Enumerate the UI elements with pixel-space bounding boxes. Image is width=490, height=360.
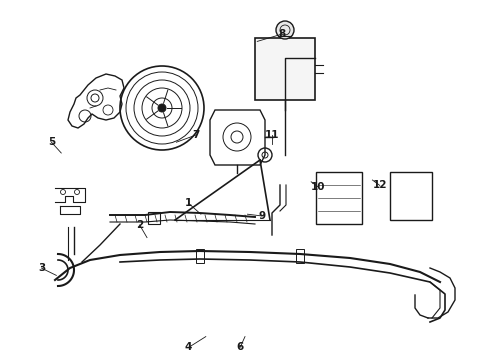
Text: 3: 3 (38, 263, 45, 273)
Text: 10: 10 (311, 182, 326, 192)
FancyBboxPatch shape (255, 38, 315, 100)
Text: 1: 1 (185, 198, 192, 208)
Text: 8: 8 (278, 29, 285, 39)
Text: 9: 9 (259, 211, 266, 221)
Text: 4: 4 (185, 342, 193, 352)
Text: 12: 12 (372, 180, 387, 190)
Text: 5: 5 (48, 137, 55, 147)
Circle shape (276, 21, 294, 39)
Text: 7: 7 (192, 130, 200, 140)
Text: 2: 2 (136, 220, 143, 230)
Circle shape (158, 104, 166, 112)
Text: 6: 6 (237, 342, 244, 352)
Text: 11: 11 (265, 130, 279, 140)
